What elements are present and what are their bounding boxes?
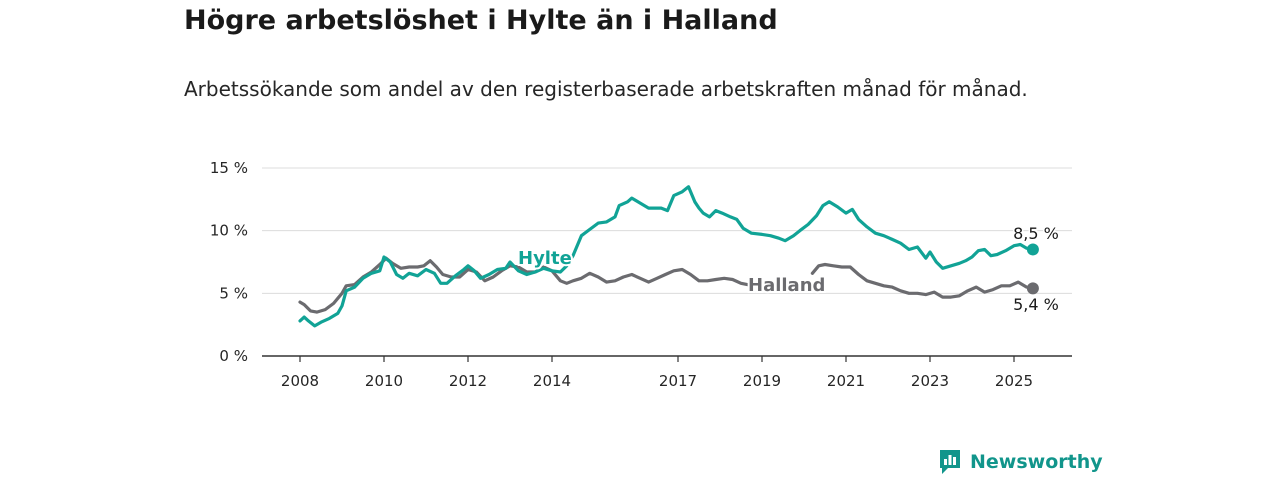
end-value-label: 8,5 % <box>1013 224 1059 243</box>
y-tick-label: 5 % <box>219 284 248 302</box>
brand-name: Newsworthy <box>970 451 1103 473</box>
series-lines <box>298 185 1039 328</box>
x-tick-label: 2014 <box>533 372 571 390</box>
series-line-halland <box>298 256 1035 314</box>
y-tick-label: 0 % <box>219 347 248 365</box>
x-tick-label: 2021 <box>827 372 865 390</box>
y-axis-ticks: 0 % 5 % 10 % 15 % <box>210 159 248 365</box>
chart-title: Högre arbetslöshet i Hylte än i Halland <box>184 5 778 36</box>
x-tick-label: 2025 <box>995 372 1033 390</box>
end-value-label: 5,4 % <box>1013 295 1059 314</box>
x-tick-label: 2012 <box>449 372 487 390</box>
x-tick-label: 2023 <box>911 372 949 390</box>
x-axis-ticks: 2008 2010 2012 2014 2017 2019 2021 2023 2025 <box>281 356 1033 390</box>
chart-subtitle: Arbetssökande som andel av den registerb… <box>184 77 1028 101</box>
series-line-hylte <box>298 185 1035 328</box>
series-end-point-halland <box>1026 282 1039 295</box>
brand-logo[interactable]: Newsworthy <box>938 448 1103 476</box>
x-tick-label: 2017 <box>659 372 697 390</box>
newsworthy-logo-icon <box>940 450 960 474</box>
series-end-point-hylte <box>1026 243 1039 256</box>
x-tick-label: 2019 <box>743 372 781 390</box>
y-tick-label: 15 % <box>210 159 248 177</box>
x-tick-label: 2008 <box>281 372 319 390</box>
y-tick-label: 10 % <box>210 222 248 240</box>
series-labels: Hylte Halland 8,5 % 5,4 % <box>516 223 1060 316</box>
series-label-hylte: Hylte <box>518 248 572 269</box>
series-label-halland: Halland <box>748 275 825 296</box>
x-tick-label: 2010 <box>365 372 403 390</box>
